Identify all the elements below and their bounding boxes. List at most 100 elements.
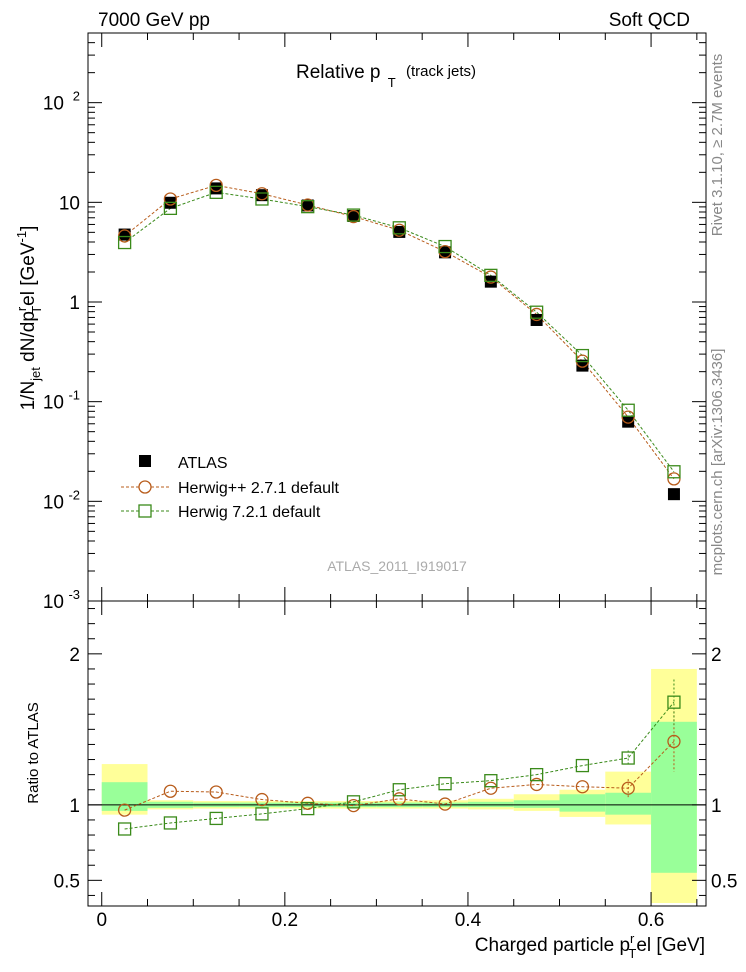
ratio-y-axis-label: Ratio to ATLAS xyxy=(25,702,42,803)
mcplots-label: mcplots.cern.ch [arXiv:1306.3436] xyxy=(709,349,726,576)
data-point-atlas xyxy=(576,359,589,372)
data-point-herwig7 xyxy=(301,200,315,214)
data-point-herwig7 xyxy=(621,403,635,417)
x-tick-label: 0.6 xyxy=(638,910,664,931)
data-point-atlas xyxy=(622,415,635,428)
legend-herwig7-label: Herwig 7.2.1 default xyxy=(178,504,321,521)
ratio-point-herwigpp xyxy=(529,777,544,792)
ratio-point-herwigpp xyxy=(117,803,132,817)
legend-herwigpp-label: Herwig++ 2.7.1 default xyxy=(178,480,340,497)
ratio-point-herwig7 xyxy=(255,807,269,821)
plot-title: Relative p T (track jets) xyxy=(296,62,476,92)
ratio-point-herwig7 xyxy=(392,783,406,797)
plot-title-paren: (track jets) xyxy=(406,63,476,80)
ratio-band-stat xyxy=(513,800,560,808)
plot-title-main: Relative p xyxy=(296,62,381,83)
main-y-tick-exponent: -3 xyxy=(68,587,80,602)
ratio-y-tick-label-right: 0.5 xyxy=(711,871,737,892)
data-point-herwig7 xyxy=(529,305,544,319)
ratio-point-herwigpp xyxy=(575,780,590,794)
x-tick-label: 0.4 xyxy=(455,910,482,931)
ratio-point-herwig7 xyxy=(621,751,635,765)
ratio-line-herwigpp xyxy=(124,741,675,811)
main-y-tick-exponent: 2 xyxy=(73,89,80,104)
ratio-point-herwig7 xyxy=(117,822,132,836)
plot-title-sub: T xyxy=(388,75,396,90)
ratio-y-tick-label-left: 1 xyxy=(69,796,80,817)
ratio-point-herwigpp xyxy=(667,734,681,749)
legend-entry-atlas: ATLAS xyxy=(139,455,228,472)
rivet-version-label: Rivet 3.1.10, ≥ 2.7M events xyxy=(709,54,726,237)
legend-atlas-marker xyxy=(139,455,151,467)
data-point-herwig7 xyxy=(255,192,269,206)
x-tick-label: 0.2 xyxy=(272,910,298,931)
header-energy-label: 7000 GeV pp xyxy=(98,10,210,31)
x-axis-label: Charged particle pr Tel [GeV] xyxy=(475,931,705,961)
data-point-herwig7 xyxy=(346,208,361,222)
legend-herwigpp-marker xyxy=(138,480,152,494)
data-point-atlas xyxy=(667,488,680,501)
ratio-plot-frame xyxy=(87,600,707,907)
data-point-herwig7 xyxy=(575,348,590,363)
ratio-point-herwig7 xyxy=(484,774,498,788)
data-point-herwig7 xyxy=(667,465,681,479)
legend-herwig7-marker xyxy=(138,504,152,518)
ratio-point-herwigpp xyxy=(209,785,223,799)
data-point-atlas xyxy=(210,182,223,195)
ratio-point-herwig7 xyxy=(667,695,681,709)
data-point-herwigpp xyxy=(209,178,223,193)
legend-atlas-label: ATLAS xyxy=(178,455,228,472)
data-point-herwig7 xyxy=(392,221,406,235)
ratio-band-stat xyxy=(559,794,606,812)
data-point-herwigpp xyxy=(621,410,635,424)
ratio-point-herwigpp xyxy=(438,797,452,811)
main-y-tick-label: 10 xyxy=(43,393,64,414)
main-y-tick-label: 10 xyxy=(43,94,64,115)
main-y-tick-label: 1 xyxy=(69,293,80,314)
ratio-y-tick-label-left: 0.5 xyxy=(54,871,80,892)
data-point-herwigpp xyxy=(667,472,681,486)
data-point-herwig7 xyxy=(209,185,223,199)
ratio-y-tick-label-right: 1 xyxy=(711,796,722,817)
ratio-point-herwigpp xyxy=(621,781,635,795)
main-y-tick-exponent: -1 xyxy=(68,388,80,403)
data-point-herwigpp xyxy=(163,192,178,206)
main-y-tick-label: 10 xyxy=(43,492,64,513)
ratio-point-herwigpp xyxy=(392,792,406,806)
data-point-atlas xyxy=(347,209,360,222)
ratio-point-herwig7 xyxy=(438,777,452,791)
ratio-point-herwigpp xyxy=(484,781,498,795)
data-point-atlas xyxy=(301,199,314,212)
x-tick-label: 0 xyxy=(96,910,107,931)
main-y-axis-label: 1/Njet dN/dprTel [GeV-1] xyxy=(14,226,44,411)
ratio-point-herwig7 xyxy=(163,816,178,830)
legend-entry-herwig7: Herwig 7.2.1 default xyxy=(121,504,321,521)
ratio-y-tick-label-right: 2 xyxy=(711,645,722,666)
data-point-atlas xyxy=(118,228,131,241)
main-y-tick-label: 10 xyxy=(43,592,64,613)
ratio-point-herwig7 xyxy=(575,758,590,773)
ratio-line-herwig7 xyxy=(124,701,675,830)
ratio-point-herwig7 xyxy=(209,811,223,826)
ratio-point-herwigpp xyxy=(255,792,269,807)
ratio-band-stat xyxy=(101,782,148,811)
ratio-point-herwig7 xyxy=(529,767,544,782)
legend: ATLAS Herwig++ 2.7.1 default Herwig 7.2.… xyxy=(121,455,340,521)
ratio-y-tick-label-left: 2 xyxy=(69,645,80,666)
data-point-herwig7 xyxy=(484,268,498,283)
ratio-band-stat xyxy=(605,792,652,815)
ratio-point-herwigpp xyxy=(163,784,178,798)
main-y-tick-label: 10 xyxy=(59,193,80,214)
ratio-point-herwig7 xyxy=(301,801,315,816)
main-y-tick-exponent: -2 xyxy=(68,487,80,502)
header-category-label: Soft QCD xyxy=(609,10,690,31)
watermark-label: ATLAS_2011_I919017 xyxy=(327,558,467,574)
data-point-herwig7 xyxy=(438,239,452,254)
legend-entry-herwigpp: Herwig++ 2.7.1 default xyxy=(121,480,340,497)
data-point-herwig7 xyxy=(117,235,132,250)
data-point-herwig7 xyxy=(163,201,178,216)
ratio-panel: 0.5 0.5 1 1 2 2 0 0.2 0.4 0.6 Ratio to ATLAS Cha… xyxy=(25,600,737,961)
main-panel: ATLAS_2011_I919017 10 -3 10 -2 10 -1 1 10 10 2 Re… xyxy=(14,32,707,613)
ratio-point-herwig7 xyxy=(346,795,361,809)
